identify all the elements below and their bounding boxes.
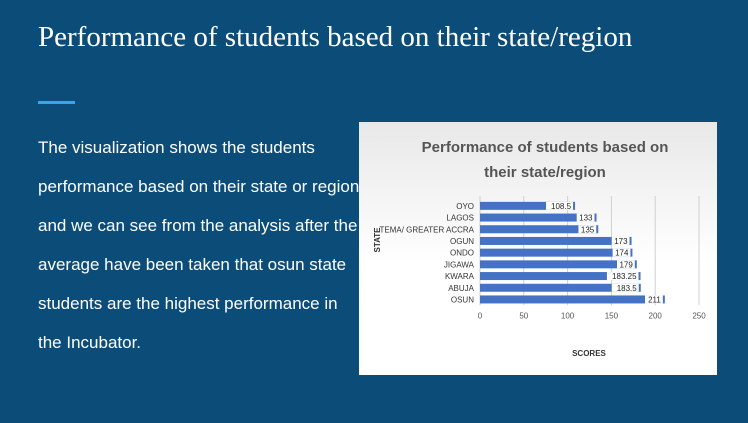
- bar: [480, 295, 665, 304]
- category-label: OSUN: [451, 295, 474, 304]
- data-label-background: [617, 260, 635, 269]
- bar: [480, 201, 576, 210]
- data-label-background: [611, 236, 630, 245]
- data-label-background: [611, 283, 639, 292]
- data-label-background: [645, 295, 663, 304]
- data-label: 108.5: [551, 202, 572, 211]
- data-label-background: [612, 248, 631, 257]
- x-tick-label: 50: [519, 311, 528, 320]
- x-tick-label: 0: [478, 311, 483, 320]
- slide-title: Performance of students based on their s…: [38, 21, 633, 53]
- category-label: ABUJA: [448, 284, 474, 293]
- chart-image: Performance of students based on their s…: [359, 122, 717, 375]
- data-label: 179: [619, 260, 633, 269]
- slide-body-text: The visualization shows the students per…: [38, 138, 360, 352]
- bar: [480, 260, 637, 269]
- data-label: 174: [615, 249, 629, 258]
- bar: [480, 225, 599, 234]
- category-label: OGUN: [450, 237, 474, 246]
- data-label-background: [576, 213, 595, 222]
- data-label-background: [578, 225, 597, 234]
- category-label: TEMA/ GREATER ACCRA: [379, 225, 474, 234]
- data-label: 183.5: [617, 284, 638, 293]
- bar: [480, 283, 641, 292]
- data-label: 133: [579, 214, 593, 223]
- bar-chart: Performance of students based on their s…: [373, 139, 706, 358]
- data-label-background: [546, 201, 574, 210]
- bar: [480, 236, 632, 245]
- data-label-background: [606, 272, 639, 281]
- category-label: OYO: [456, 202, 474, 211]
- category-label: LAGOS: [446, 214, 474, 223]
- x-tick-label: 150: [605, 311, 619, 320]
- chart-title-line-2: their state/region: [484, 164, 606, 181]
- chart-title-line-1: Performance of students based on: [422, 139, 669, 156]
- data-label: 173: [614, 237, 628, 246]
- bar: [480, 248, 633, 257]
- y-axis-title: STATE: [373, 227, 382, 253]
- category-label: JIGAWA: [444, 260, 475, 269]
- x-tick-label: 100: [561, 311, 575, 320]
- category-label: ONDO: [450, 249, 474, 258]
- category-label: KWARA: [445, 272, 475, 281]
- bar: [480, 213, 597, 222]
- x-tick-label: 200: [649, 311, 663, 320]
- bar: [480, 272, 641, 281]
- x-axis-title: SCORES: [572, 349, 606, 358]
- data-label: 135: [581, 225, 595, 234]
- data-label: 183.25: [612, 272, 637, 281]
- x-tick-label: 250: [692, 311, 706, 320]
- data-label: 211: [648, 295, 661, 304]
- title-accent-bar: [38, 101, 75, 104]
